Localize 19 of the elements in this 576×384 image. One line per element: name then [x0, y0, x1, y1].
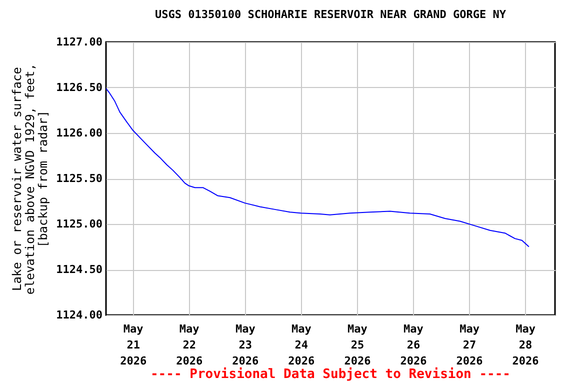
y-tick-label: 1126.00	[56, 126, 102, 140]
x-tick-label: May 23 2026	[232, 322, 260, 368]
y-tick-label: 1127.00	[56, 36, 102, 48]
x-tick-label: May 24 2026	[288, 322, 316, 368]
chart-title: USGS 01350100 SCHOHARIE RESERVOIR NEAR GRAND GORGE NY	[155, 8, 506, 21]
text: ---- Provisional Data Subject to Revision ----	[149, 367, 512, 382]
x-tick-label: May 26 2026	[400, 322, 428, 368]
y-tick-label: 1125.50	[56, 172, 102, 185]
line-series	[106, 88, 530, 248]
x-tick-label: May 22 2026	[176, 322, 203, 368]
y-axis-title: Lake or reservoir water surface elevation above NGVD 1929, feet, [backup from radar]	[10, 63, 50, 295]
x-tick-label: May 25 2026	[344, 322, 372, 368]
y-tick-label: 1126.50	[56, 81, 102, 94]
y-tick-label: 1124.00	[56, 308, 102, 322]
y-tick-label: 1124.50	[56, 263, 102, 276]
y-tick-label: 1125.00	[56, 218, 102, 230]
x-tick-label: May 28 2026	[512, 322, 540, 368]
x-tick-label: May 21 2026	[120, 322, 147, 368]
x-tick-label: May 27 2026	[456, 322, 484, 368]
